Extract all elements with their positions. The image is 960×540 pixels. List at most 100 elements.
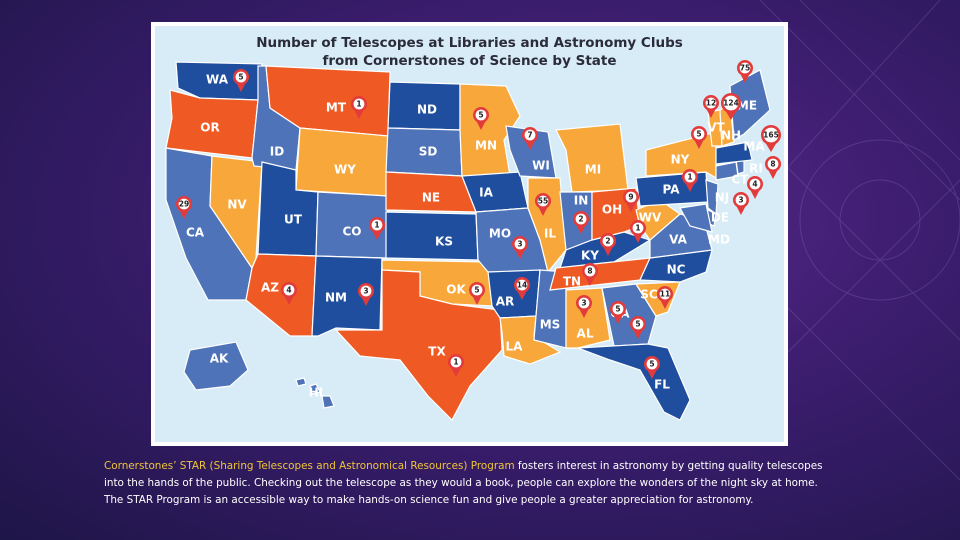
map-pin-icon: 3 (358, 283, 374, 306)
pin-count: 2 (605, 237, 610, 246)
state-shape-ks (385, 211, 479, 261)
pin-count: 4 (286, 286, 291, 295)
state-shape-md (679, 203, 713, 233)
caption-line2: into the hands of the public. Checking o… (104, 477, 818, 489)
pin-count: 8 (770, 160, 775, 169)
state-label-ak: AK (210, 352, 229, 366)
map-pin-icon: 3 (576, 295, 592, 318)
state-shape-ct (715, 161, 739, 181)
map-pin-icon: 5 (691, 126, 707, 149)
state-shape-hi (295, 377, 335, 409)
caption-line3: The STAR Program is an accessible way to… (104, 494, 754, 506)
map-pin-icon: 8 (582, 263, 598, 286)
state-label-sc: SC (640, 288, 658, 302)
state-label-mt: MT (326, 101, 347, 115)
pin-count: 4 (752, 180, 757, 189)
state-label-in: IN (574, 194, 589, 208)
map-pin-icon: 9 (623, 189, 639, 212)
state-shape-nc (639, 249, 713, 283)
state-label-mo: MO (489, 227, 511, 241)
state-label-or: OR (200, 121, 219, 135)
state-label-nc: NC (667, 263, 686, 277)
state-label-fl: FL (654, 378, 670, 392)
map-pin-icon: 3 (512, 236, 528, 259)
map-pin-icon: 4 (281, 282, 297, 305)
pin-count: 165 (763, 131, 779, 140)
map-pin-icon: 7 (522, 127, 538, 150)
state-label-mn: MN (475, 139, 497, 153)
state-label-me: ME (737, 99, 757, 113)
state-label-ri: RI (749, 162, 763, 176)
map-pin-icon: 12 (703, 95, 719, 118)
state-label-ks: KS (435, 235, 453, 249)
state-label-ut: UT (284, 213, 303, 227)
pin-count: 5 (615, 305, 620, 314)
map-pin-icon: 75 (737, 60, 753, 83)
pin-count: 1 (356, 100, 361, 109)
pin-count: 5 (238, 73, 243, 82)
pin-count: 5 (696, 130, 701, 139)
pin-count: 12 (706, 99, 716, 108)
state-label-nj: NJ (715, 191, 730, 205)
pin-count: 1 (635, 224, 640, 233)
map-pin-icon: 2 (573, 211, 589, 234)
state-label-wv: WV (639, 211, 662, 225)
state-shape-az (245, 253, 317, 337)
states-layer (165, 61, 771, 421)
state-label-md: MD (708, 233, 730, 247)
state-label-oh: OH (602, 203, 622, 217)
pin-count: 75 (740, 64, 750, 73)
map-pin-icon: 165 (761, 125, 781, 152)
map-pin-icon: 2 (600, 233, 616, 256)
state-label-ma: MA (743, 140, 765, 154)
map-pin-icon: 5 (233, 69, 249, 92)
map-pin-icon: 124 (721, 93, 741, 120)
pin-count: 5 (649, 360, 654, 369)
map-title-line2: from Cornerstones of Science by State (322, 53, 617, 69)
map-pin-icon: 8 (765, 156, 781, 179)
pin-count: 2 (578, 215, 583, 224)
pin-count: 7 (527, 131, 532, 140)
map-pin-icon: 5 (469, 282, 485, 305)
state-shape-ma (715, 141, 753, 165)
map-pin-icon: 29 (176, 196, 192, 219)
map-pin-icon: 11 (657, 286, 673, 309)
map-pin-icon: 1 (630, 220, 646, 243)
map-pin-icon: 1 (448, 354, 464, 377)
state-label-nh: NH (721, 129, 741, 143)
pin-count: 55 (538, 197, 548, 206)
state-label-wi: WI (532, 159, 550, 173)
state-label-ok: OK (446, 283, 466, 297)
caption-line1: fosters interest in astronomy by getting… (514, 460, 823, 472)
state-label-ar: AR (496, 295, 515, 309)
state-label-co: CO (342, 225, 361, 239)
pin-count: 8 (587, 267, 592, 276)
state-shape-tx (334, 269, 503, 421)
pin-count: 3 (581, 299, 586, 308)
pin-count: 9 (628, 193, 633, 202)
map-pin-icon: 5 (644, 356, 660, 379)
pin-count: 1 (687, 173, 692, 182)
state-shape-mn (459, 83, 521, 177)
map-pin-icon: 14 (514, 277, 530, 300)
pin-count: 1 (453, 358, 458, 367)
pin-count: 5 (474, 286, 479, 295)
state-shape-fl (577, 343, 691, 421)
state-label-tx: TX (428, 345, 446, 359)
pin-count: 29 (179, 200, 189, 209)
state-shape-me (729, 69, 771, 142)
state-label-mi: MI (585, 163, 601, 177)
pin-count: 3 (363, 287, 368, 296)
map-pin-icon: 55 (535, 193, 551, 216)
state-label-ia: IA (479, 186, 493, 200)
state-label-la: LA (506, 340, 524, 354)
caption: Cornerstones’ STAR (Sharing Telescopes a… (104, 458, 904, 509)
state-shape-nm (311, 255, 383, 337)
state-label-id: ID (270, 145, 284, 159)
state-shape-mi (555, 123, 629, 193)
state-label-nd: ND (417, 103, 437, 117)
pin-count: 14 (517, 281, 527, 290)
state-label-wy: WY (334, 163, 356, 177)
map-pin-icon: 1 (369, 217, 385, 240)
state-label-va: VA (669, 233, 687, 247)
